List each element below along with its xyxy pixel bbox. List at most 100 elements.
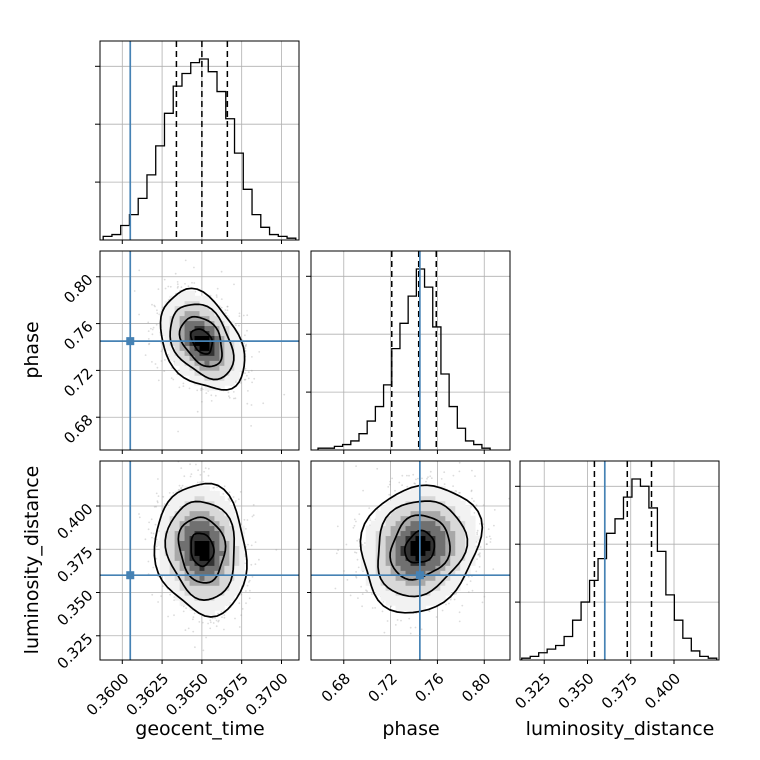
density-cell: [179, 535, 185, 542]
density-cell: [229, 525, 235, 532]
sample-point: [391, 477, 393, 480]
sample-point: [169, 285, 172, 288]
sample-point: [174, 272, 177, 275]
density-cell: [184, 495, 190, 502]
sample-point: [243, 378, 246, 381]
sample-point: [201, 400, 203, 403]
sample-point: [161, 306, 164, 309]
sample-point: [251, 381, 254, 384]
sample-point: [234, 381, 237, 383]
density-cell: [174, 300, 181, 307]
density-cell: [169, 300, 176, 307]
density-cell: [184, 350, 190, 356]
sample-point: [478, 554, 481, 556]
sample-point: [238, 315, 241, 317]
density-cell: [234, 375, 240, 381]
density-cell: [174, 555, 181, 561]
density-cell: [164, 515, 171, 522]
sample-point: [414, 482, 416, 485]
sample-point: [205, 392, 208, 394]
sample-point: [151, 361, 153, 363]
density-cell: [209, 345, 215, 351]
density-cell: [229, 585, 235, 591]
sample-point: [238, 312, 241, 315]
sample-point: [246, 314, 249, 317]
sample-point: [239, 491, 242, 493]
sample-point: [493, 509, 496, 511]
density-cell: [174, 505, 181, 512]
density-cell: [169, 575, 176, 581]
density-cell: [199, 510, 205, 517]
sample-point: [254, 563, 257, 566]
density-cell: [164, 520, 171, 527]
sample-point: [360, 585, 362, 588]
density-cell: [234, 565, 240, 571]
density-cell: [214, 490, 220, 497]
density-cell: [239, 550, 245, 556]
density-cell: [194, 575, 200, 581]
density-cell: [189, 345, 195, 351]
sample-point: [184, 629, 187, 631]
sample-point: [154, 523, 157, 526]
density-cell: [164, 340, 171, 346]
density-cell: [214, 595, 220, 601]
density-cell: [159, 530, 166, 537]
sample-point: [214, 394, 217, 397]
sample-point: [244, 334, 246, 337]
sample-point: [458, 611, 461, 614]
sample-point: [217, 620, 220, 623]
density-cell: [179, 315, 185, 322]
density-cell: [199, 525, 205, 532]
density-cell: [214, 515, 220, 522]
density-cell: [189, 335, 195, 341]
sample-point: [220, 298, 223, 300]
sample-point: [355, 575, 357, 578]
density-cell: [219, 600, 225, 606]
density-cell: [229, 505, 235, 512]
density-cell: [234, 335, 240, 341]
density-cell: [179, 570, 185, 576]
density-cell: [204, 315, 210, 322]
sample-point: [246, 402, 249, 405]
sample-point: [390, 605, 393, 608]
density-cell: [234, 370, 240, 376]
density-cell: [224, 590, 230, 596]
density-cell: [174, 515, 181, 522]
sample-point: [458, 470, 461, 473]
density-cell: [159, 535, 166, 542]
density-cell: [214, 545, 220, 551]
density-cell: [219, 340, 225, 346]
sample-point: [247, 390, 249, 392]
density-cell: [159, 330, 166, 336]
sample-point: [184, 259, 187, 262]
density-cell: [194, 320, 200, 327]
density-cell: [224, 350, 230, 356]
sample-point: [374, 607, 376, 609]
sample-point: [160, 360, 163, 362]
density-cell: [219, 315, 225, 322]
sample-point: [157, 478, 159, 480]
density-cell: [199, 550, 205, 556]
sample-point: [167, 299, 170, 301]
sample-point: [441, 609, 444, 612]
sample-point: [220, 611, 223, 613]
sample-point: [398, 481, 401, 484]
sample-point: [161, 348, 164, 351]
sample-point: [228, 499, 231, 501]
sample-point: [488, 535, 491, 538]
sample-point: [193, 266, 195, 269]
sample-point: [189, 463, 192, 466]
density-cell: [169, 560, 176, 566]
sample-point: [388, 493, 391, 496]
sample-point: [352, 526, 355, 529]
sample-point: [371, 607, 374, 609]
density-cell: [194, 335, 200, 341]
sample-point: [228, 396, 231, 399]
sample-point: [245, 590, 247, 592]
sample-point: [466, 583, 468, 586]
sample-point: [210, 394, 213, 397]
density-cell: [194, 510, 200, 517]
sample-point: [209, 294, 212, 297]
density-cell: [214, 520, 220, 527]
sample-point: [161, 585, 164, 587]
